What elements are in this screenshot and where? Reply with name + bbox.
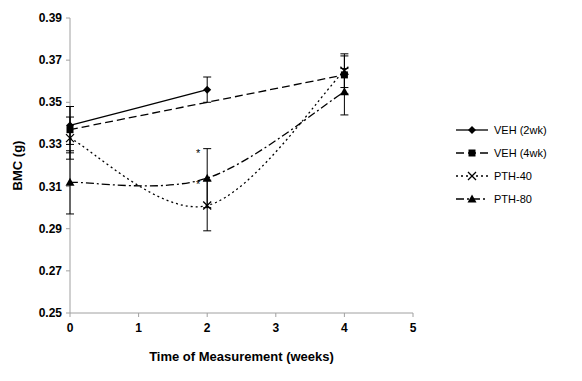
series-line	[70, 71, 344, 207]
x-axis-label: Time of Measurement (weeks)	[149, 349, 334, 364]
y-tick	[66, 186, 70, 187]
x-tick	[207, 313, 208, 317]
y-tick	[66, 60, 70, 61]
error-bar	[66, 151, 74, 214]
y-tick-label: 0.39	[39, 11, 63, 25]
error-bar	[203, 149, 211, 208]
x-tick-label: 5	[410, 321, 417, 335]
y-tick-label: 0.35	[39, 95, 63, 109]
legend: VEH (2wk) VEH (4wk) PTH-40 PTH-80	[456, 124, 547, 205]
y-tick-label: 0.31	[39, 180, 63, 194]
legend-marker	[468, 126, 476, 134]
x-tick-label: 3	[272, 321, 279, 335]
y-tick-label: 0.29	[39, 222, 63, 236]
x-tick	[344, 313, 345, 317]
series	[66, 56, 348, 153]
y-axis-label: BMC (g)	[10, 141, 25, 191]
marker	[66, 178, 75, 186]
legend-label: PTH-40	[494, 170, 532, 182]
x-tick-label: 2	[204, 321, 211, 335]
x-tick	[70, 313, 71, 317]
y-tick-label: 0.27	[39, 264, 63, 278]
x-tick-label: 0	[67, 321, 74, 335]
chart: 0.25 0.27 0.29 0.31 0.33 0.35 0.37 0.39 0 1 2 3 4 5 Ti…	[0, 0, 582, 381]
series	[66, 54, 348, 231]
annotation: *	[196, 147, 201, 159]
x-tick	[138, 313, 139, 317]
plot-area	[66, 54, 349, 231]
y-tick	[66, 270, 70, 271]
series	[66, 77, 211, 144]
y-tick-label: 0.33	[39, 137, 63, 151]
legend-label: VEH (4wk)	[494, 147, 547, 159]
y-tick	[66, 102, 70, 103]
legend-label: PTH-80	[494, 193, 532, 205]
x-tick	[413, 313, 414, 317]
error-bar	[340, 69, 348, 115]
series-line	[70, 90, 207, 126]
legend-label: VEH (2wk)	[494, 124, 547, 136]
series-line	[70, 75, 344, 130]
marker	[340, 87, 349, 95]
marker	[203, 174, 212, 182]
y-tick-label: 0.25	[39, 306, 63, 320]
annotation: *	[196, 178, 201, 190]
marker	[203, 86, 211, 94]
series	[66, 69, 349, 214]
x-tick-label: 4	[341, 321, 348, 335]
x-tick	[275, 313, 276, 317]
marker	[66, 134, 74, 142]
error-bar	[203, 77, 211, 102]
y-tick-label: 0.37	[39, 53, 63, 67]
legend-marker	[468, 195, 477, 203]
legend-marker	[469, 150, 476, 157]
legend-marker	[468, 172, 476, 180]
y-tick	[66, 18, 70, 19]
x-tick-label: 1	[135, 321, 142, 335]
x-axis	[70, 313, 413, 314]
y-tick	[66, 313, 70, 314]
y-tick	[66, 228, 70, 229]
